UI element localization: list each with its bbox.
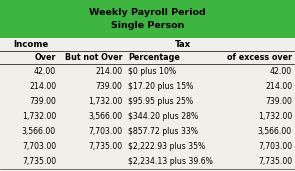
- Text: 3,566.00: 3,566.00: [88, 112, 122, 121]
- Text: $2,222.93 plus 35%: $2,222.93 plus 35%: [128, 142, 206, 151]
- Text: Weekly Payroll Period: Weekly Payroll Period: [89, 8, 206, 17]
- Text: 7,735.00: 7,735.00: [258, 157, 292, 166]
- Text: 3,566.00: 3,566.00: [22, 127, 56, 136]
- Text: Percentage: Percentage: [128, 53, 180, 62]
- Text: 42.00: 42.00: [34, 67, 56, 76]
- Text: $344.20 plus 28%: $344.20 plus 28%: [128, 112, 199, 121]
- Text: 7,735.00: 7,735.00: [22, 157, 56, 166]
- Text: 7,703.00: 7,703.00: [22, 142, 56, 151]
- Text: 739.00: 739.00: [96, 82, 122, 91]
- Text: Tax: Tax: [175, 40, 191, 49]
- Text: 7,703.00: 7,703.00: [258, 142, 292, 151]
- Text: 7,735.00: 7,735.00: [88, 142, 122, 151]
- Text: 739.00: 739.00: [265, 97, 292, 106]
- Text: $17.20 plus 15%: $17.20 plus 15%: [128, 82, 194, 91]
- Text: 739.00: 739.00: [29, 97, 56, 106]
- Text: 3,566.00: 3,566.00: [258, 127, 292, 136]
- Text: Single Person: Single Person: [111, 21, 184, 30]
- Text: 1,732.00: 1,732.00: [22, 112, 56, 121]
- Text: Over: Over: [35, 53, 56, 62]
- Bar: [0, 0, 295, 38]
- Text: $95.95 plus 25%: $95.95 plus 25%: [128, 97, 194, 106]
- Text: of excess over: of excess over: [227, 53, 292, 62]
- Text: 7,703.00: 7,703.00: [88, 127, 122, 136]
- Text: $857.72 plus 33%: $857.72 plus 33%: [128, 127, 198, 136]
- Text: $2,234.13 plus 39.6%: $2,234.13 plus 39.6%: [128, 157, 213, 166]
- Text: 1,732.00: 1,732.00: [258, 112, 292, 121]
- Text: 214.00: 214.00: [265, 82, 292, 91]
- Text: 214.00: 214.00: [29, 82, 56, 91]
- Text: But not Over: But not Over: [65, 53, 122, 62]
- Text: 1,732.00: 1,732.00: [88, 97, 122, 106]
- Text: 214.00: 214.00: [95, 67, 122, 76]
- Text: Income: Income: [13, 40, 49, 49]
- Text: 42.00: 42.00: [270, 67, 292, 76]
- Text: $0 plus 10%: $0 plus 10%: [128, 67, 176, 76]
